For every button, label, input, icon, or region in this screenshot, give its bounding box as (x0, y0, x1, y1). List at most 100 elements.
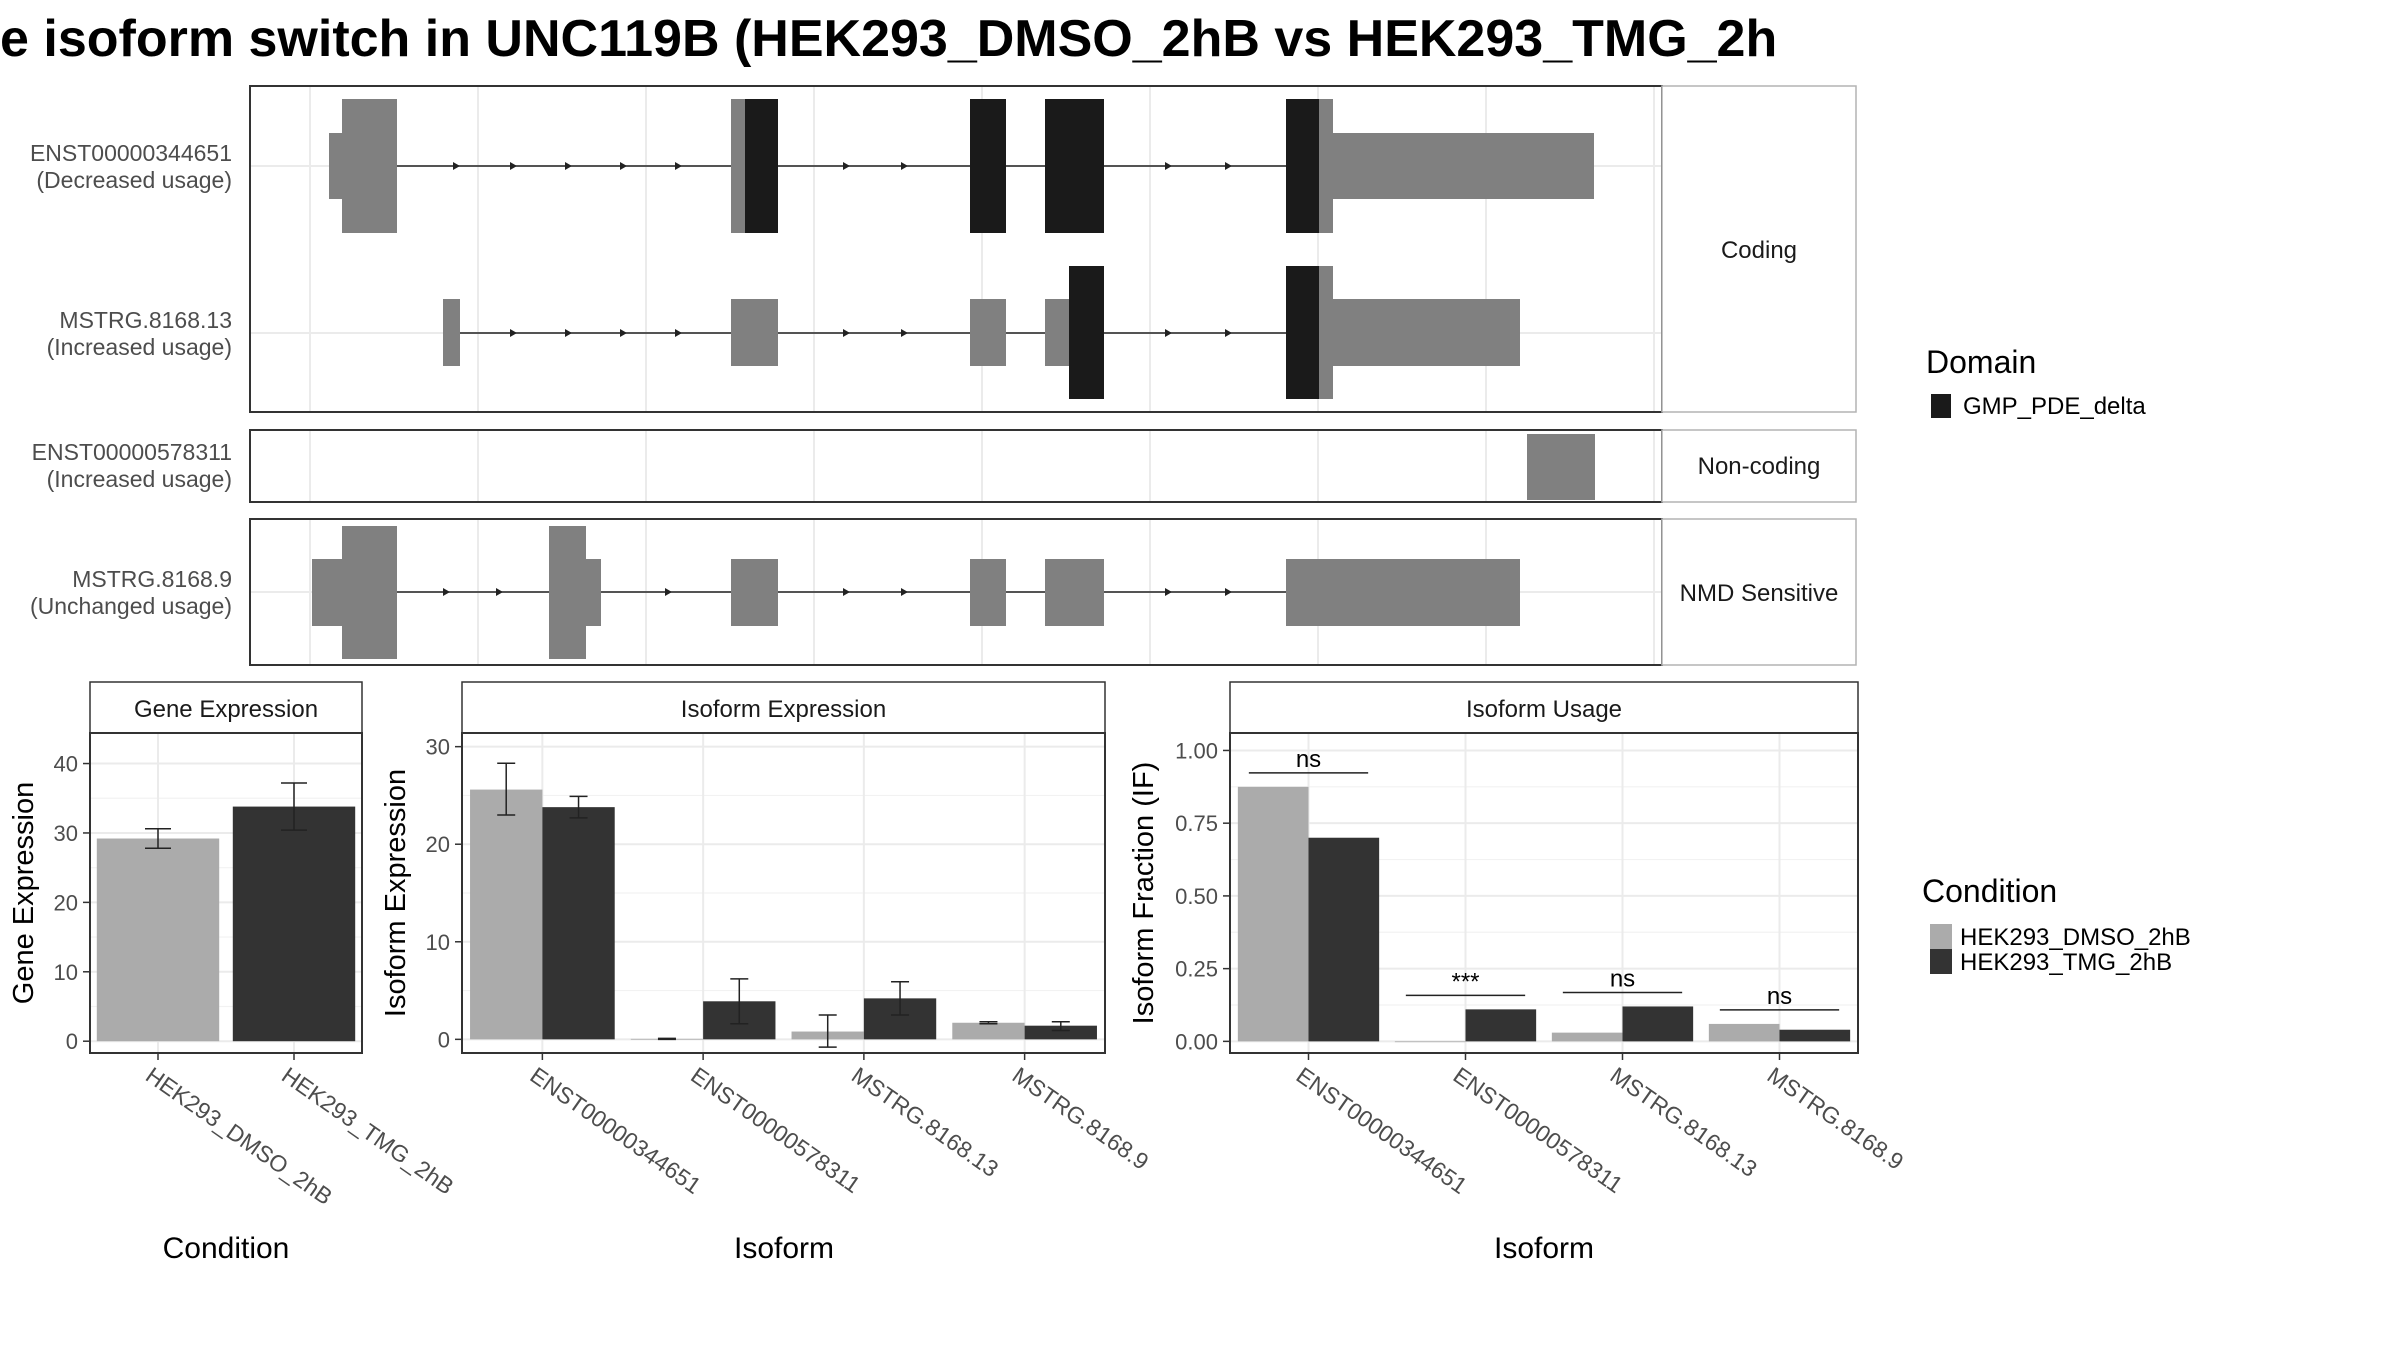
y-tick-label: 0 (66, 1029, 78, 1054)
utr-block (342, 99, 397, 233)
bar (542, 807, 615, 1040)
x-axis-label: Condition (163, 1232, 290, 1265)
transcript-mstrg-8168-9 (312, 526, 1520, 659)
panel-title: Gene Expression (134, 696, 318, 723)
y-tick-label: 0.25 (1175, 957, 1218, 982)
panel-noncoding-grid (309, 431, 1655, 501)
significance-label: ns (1610, 965, 1635, 992)
plot-border (461, 732, 1106, 1054)
cds-domain-block (1286, 266, 1320, 399)
x-tick-label: MSTRG.8168.13 (1606, 1062, 1762, 1182)
strip-noncoding-label: Non-coding (1698, 453, 1821, 480)
utr-block (1319, 99, 1333, 233)
bar (1708, 1023, 1780, 1042)
condition-legend-key-dmso (1930, 924, 1952, 949)
isoform-label-usage: (Unchanged usage) (30, 593, 232, 619)
y-tick-label: 10 (54, 960, 78, 985)
transcript-mstrg-8168-13 (443, 266, 1520, 399)
utr-block (1527, 434, 1595, 500)
isoform-label-usage: (Increased usage) (47, 466, 232, 492)
x-tick-label: ENST00000344651 (1292, 1062, 1472, 1199)
strip-nmd-box (1661, 518, 1857, 666)
significance-label: ns (1296, 746, 1321, 773)
domain-legend-label: GMP_PDE_delta (1963, 393, 2146, 420)
cds-domain-block (1069, 266, 1104, 399)
y-tick-label: 30 (426, 735, 450, 760)
isoform-label-id: ENST00000578311 (32, 439, 232, 465)
cds-domain-block (1045, 99, 1104, 233)
transcript-structure-plot: Coding Non-coding NMD Sensitive ENST0000… (30, 85, 1857, 666)
utr-block (584, 559, 601, 626)
x-tick-label: MSTRG.8168.13 (847, 1062, 1003, 1182)
isoform-usage-chart: Isoform Usage ns *** ns ns 0.00 0.25 0.50 0.75 1.… (1128, 681, 1909, 1265)
bar (1779, 1029, 1851, 1042)
isoform-label-usage: (Increased usage) (47, 334, 232, 360)
x-tick-label: MSTRG.8168.9 (1008, 1062, 1154, 1175)
utr-block (549, 526, 586, 659)
panel-noncoding (249, 429, 1663, 503)
x-axis-label: Isoform (734, 1232, 834, 1265)
bar (1394, 1041, 1466, 1043)
y-tick-label: 1.00 (1175, 738, 1218, 763)
y-axis-label: Isoform Fraction (IF) (1128, 762, 1160, 1025)
y-tick-label: 20 (426, 832, 450, 857)
bar (1308, 837, 1380, 1042)
strip-noncoding-box (1661, 429, 1857, 503)
panel-title: Isoform Usage (1466, 696, 1622, 723)
bar (232, 806, 356, 1042)
isoform-expression-chart: Isoform Expression 0 10 20 30 ENST00000344651… (380, 681, 1154, 1265)
cds-domain-block (1286, 99, 1320, 233)
bar (96, 838, 220, 1042)
domain-legend: Domain GMP_PDE_delta (1926, 344, 2146, 420)
utr-block (1319, 266, 1333, 399)
y-tick-label: 20 (54, 890, 78, 915)
panel-strip (461, 681, 1106, 734)
condition-legend-title: Condition (1922, 873, 2057, 909)
utr-block (970, 299, 1006, 366)
significance-label: ns (1767, 983, 1792, 1010)
utr-block (1332, 299, 1520, 366)
plot-border (89, 732, 363, 1054)
y-axis-label: Isoform Expression (380, 769, 412, 1017)
panel-strip (89, 681, 363, 734)
x-axis-label: Isoform (1494, 1232, 1594, 1265)
y-axis-label: Gene Expression (8, 782, 40, 1004)
utr-block (1045, 559, 1104, 626)
bar (1622, 1006, 1694, 1042)
utr-block (970, 559, 1006, 626)
bar (470, 789, 543, 1040)
utr-block (342, 526, 397, 659)
utr-block (731, 99, 746, 233)
plot-border (1229, 732, 1859, 1054)
panel-strip (1229, 681, 1859, 734)
y-tick-label: 0.75 (1175, 811, 1218, 836)
y-tick-label: 0.50 (1175, 884, 1218, 909)
x-tick-label: ENST00000578311 (1449, 1062, 1628, 1198)
isoform-label-id: ENST00000344651 (30, 140, 232, 166)
bar (952, 1022, 1025, 1040)
utr-block (312, 559, 344, 626)
figure-title: e isoform switch in UNC119B (HEK293_DMSO… (0, 10, 1777, 68)
x-tick-label: ENST00000578311 (686, 1062, 865, 1198)
bar (1551, 1032, 1623, 1042)
y-tick-label: 0.00 (1175, 1029, 1218, 1054)
condition-legend-key-tmg (1930, 949, 1952, 974)
bar (1465, 1009, 1537, 1042)
x-tick-label: ENST00000344651 (526, 1062, 706, 1199)
utr-block (443, 299, 460, 366)
y-tick-label: 40 (54, 752, 78, 777)
panel-title: Isoform Expression (681, 696, 886, 723)
domain-legend-title: Domain (1926, 344, 2036, 380)
gene-expression-chart: Gene Expression010203040HEK293_DMSO_2hBH… (8, 681, 459, 1265)
x-tick-label: MSTRG.8168.9 (1763, 1062, 1909, 1175)
y-tick-label: 30 (54, 821, 78, 846)
cds-domain-block (745, 99, 778, 233)
condition-legend-label-tmg: HEK293_TMG_2hB (1960, 949, 2172, 976)
significance-label: *** (1451, 968, 1479, 995)
strip-coding-label: Coding (1721, 237, 1797, 264)
bar (1024, 1025, 1097, 1040)
isoform-label-usage: (Decreased usage) (36, 167, 232, 193)
utr-block (1286, 559, 1520, 626)
isoform-label-id: MSTRG.8168.13 (59, 307, 232, 333)
